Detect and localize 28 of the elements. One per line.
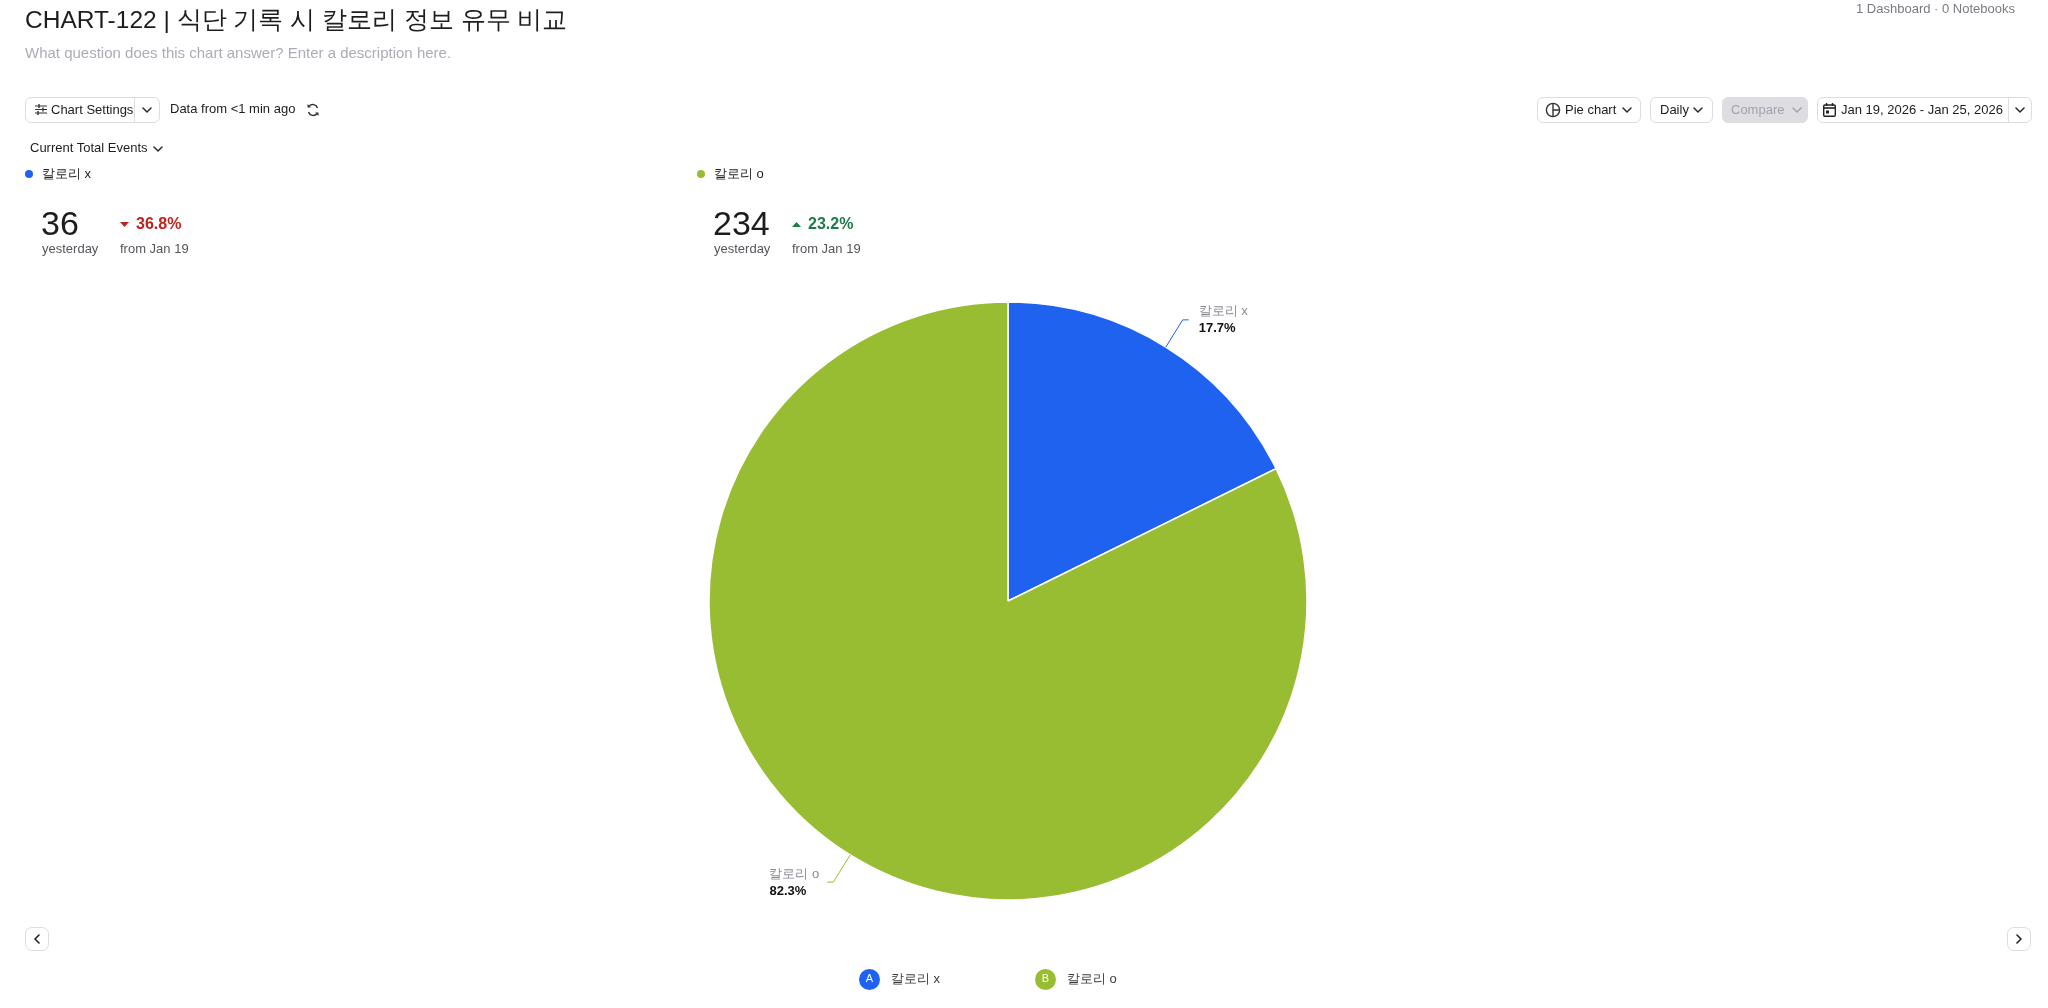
category-label: 칼로리 o [714,166,764,181]
text: 1 Dashboard · 0 Notebooks [1856,1,2015,17]
date-range-picker: Jan 19, 2026 - Jan 25, 2026 [1817,97,2032,123]
slice-label: 칼로리 o [769,865,820,881]
text: Current Total Events [30,140,148,156]
text: CHART-122 | 식단 기록 시 칼로리 정보 유무 비교 [25,5,568,35]
slice-label: 칼로리 x [1198,303,1249,319]
compare-dropdown: Compare [1722,97,1808,123]
text: yesterday [42,241,99,257]
letter-badge: A [859,969,880,990]
settings-button: Chart Settings [25,97,160,123]
text: 36 [41,203,79,244]
text: Data from <1 min ago [170,101,296,117]
text: from Jan 19 [120,241,189,257]
category-label: 칼로리 x [42,166,92,181]
text: 234 [713,203,770,244]
legend-label: 칼로리 x [891,971,941,987]
text: yesterday [714,241,771,257]
view-dropdown: Pie chart [1537,97,1641,123]
legend-label: 칼로리 o [1067,971,1117,987]
interval-dropdown: Daily [1650,97,1713,123]
data-label: 17.7% [1198,320,1237,336]
text: 36.8% [136,214,182,234]
text: What question does this chart answer? Enter a description here. [25,44,452,62]
letter-badge: B [1035,969,1056,990]
data-label: 82.3% [769,882,807,898]
text: from Jan 19 [792,241,861,257]
text: 23.2% [808,214,854,234]
